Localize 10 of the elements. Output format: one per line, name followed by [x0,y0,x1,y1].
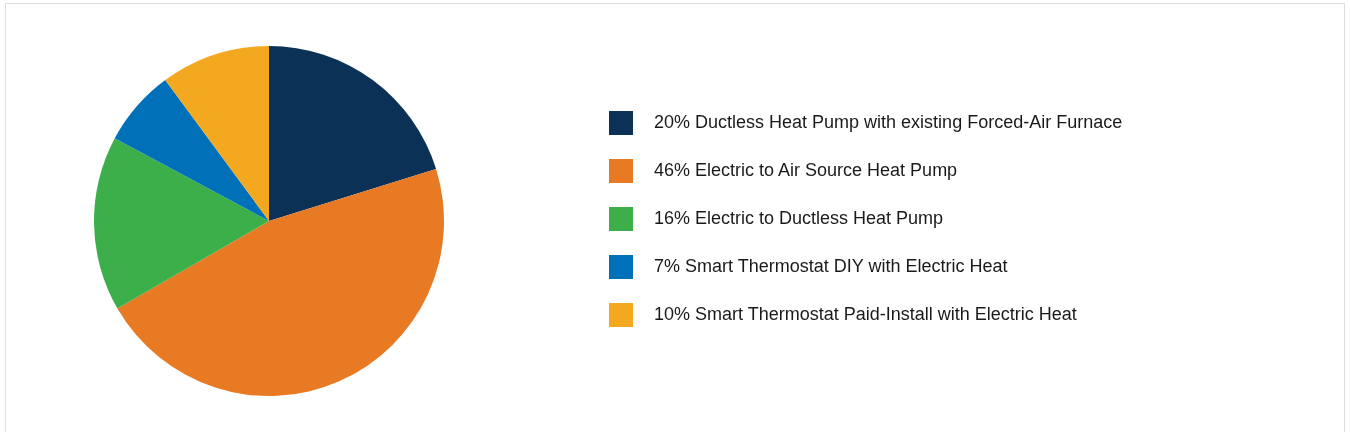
pie-slice [94,138,269,309]
legend-label: 7% Smart Thermostat DIY with Electric Heat [654,256,1008,276]
pie-slice [165,46,269,221]
legend-label: 16% Electric to Ductless Heat Pump [654,208,944,228]
legend-label: 10% Smart Thermostat Paid-Install with Electric Heat [654,304,1077,324]
pie-slice [117,169,444,396]
pie-slice [114,80,269,221]
legend-label: 46% Electric to Air Source Heat Pump [654,160,958,180]
pie-slice [269,46,437,221]
legend-label: 20% Ductless Heat Pump with existing Forced-Air Furnace [654,112,1123,132]
